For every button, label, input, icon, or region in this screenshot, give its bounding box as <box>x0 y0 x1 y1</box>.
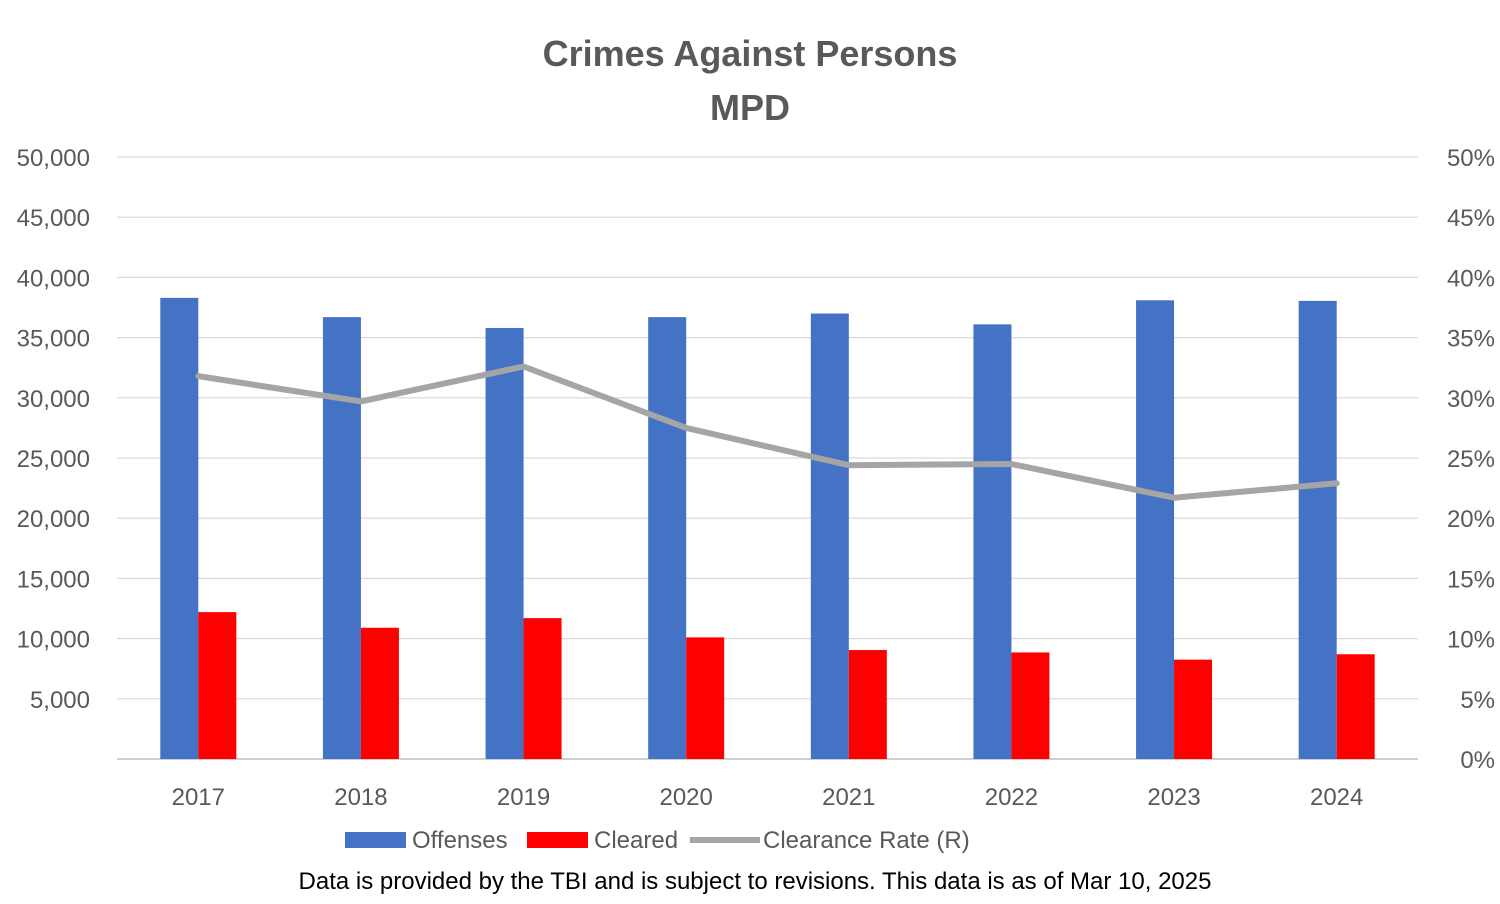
right-tick-label: 0% <box>1460 747 1495 774</box>
left-tick-label: 40,000 <box>17 265 90 292</box>
right-tick-label: 40% <box>1447 265 1495 292</box>
cleared-bar <box>1174 660 1212 759</box>
offenses-bar <box>1299 301 1337 759</box>
offenses-bar <box>811 314 849 759</box>
x-tick-label: 2024 <box>1310 784 1363 811</box>
cleared-bar <box>198 612 236 759</box>
right-tick-label: 10% <box>1447 627 1495 654</box>
offenses-bar <box>1136 300 1174 759</box>
left-tick-label: 35,000 <box>17 326 90 353</box>
left-tick-label: 5,000 <box>30 687 90 714</box>
right-tick-label: 5% <box>1460 687 1495 714</box>
legend-label: Clearance Rate (R) <box>763 827 970 854</box>
x-tick-label: 2017 <box>172 784 225 811</box>
offenses-bar <box>486 328 524 759</box>
legend-label: Offenses <box>412 827 508 854</box>
left-tick-label: 20,000 <box>17 506 90 533</box>
x-axis: 2017 2018 2019 2020 2021 2022 2023 2024 <box>172 784 1364 811</box>
left-tick-label: 10,000 <box>17 627 90 654</box>
right-tick-label: 30% <box>1447 386 1495 413</box>
footnote: Data is provided by the TBI and is subje… <box>299 868 1212 895</box>
left-tick-label: 45,000 <box>17 205 90 232</box>
left-tick-label: 25,000 <box>17 446 90 473</box>
legend-label: Cleared <box>594 827 678 854</box>
legend-swatch <box>345 832 406 848</box>
cleared-bar <box>524 618 562 759</box>
right-tick-label: 50% <box>1447 145 1495 172</box>
x-tick-label: 2022 <box>985 784 1038 811</box>
offenses-bar <box>973 324 1011 759</box>
legend: Offenses Cleared Clearance Rate (R) <box>345 827 970 854</box>
x-tick-label: 2021 <box>822 784 875 811</box>
cleared-bar <box>686 637 724 759</box>
cleared-bar <box>849 650 887 759</box>
cleared-bar <box>1011 652 1049 759</box>
cleared-bar <box>361 628 399 759</box>
right-tick-label: 25% <box>1447 446 1495 473</box>
left-axis: 5,000 10,000 15,000 20,000 25,000 30,000 35,00… <box>17 145 90 714</box>
x-tick-label: 2023 <box>1147 784 1200 811</box>
chart-title: Crimes Against Persons <box>543 33 958 74</box>
x-tick-label: 2019 <box>497 784 550 811</box>
left-tick-label: 15,000 <box>17 566 90 593</box>
right-tick-label: 35% <box>1447 326 1495 353</box>
right-tick-label: 20% <box>1447 506 1495 533</box>
legend-swatch <box>527 832 588 848</box>
offenses-bar <box>160 298 198 759</box>
x-tick-label: 2018 <box>334 784 387 811</box>
offenses-bar <box>323 317 361 759</box>
offenses-bar <box>648 317 686 759</box>
chart-subtitle: MPD <box>710 87 790 128</box>
cleared-bar <box>1337 654 1375 759</box>
right-tick-label: 15% <box>1447 566 1495 593</box>
left-tick-label: 50,000 <box>17 145 90 172</box>
x-tick-label: 2020 <box>659 784 712 811</box>
right-axis: 0% 5% 10% 15% 20% 25% 30% 35% 40% 45% 50% <box>1447 145 1495 774</box>
left-tick-label: 30,000 <box>17 386 90 413</box>
right-tick-label: 45% <box>1447 205 1495 232</box>
bars <box>160 298 1374 759</box>
gridlines <box>117 157 1418 759</box>
